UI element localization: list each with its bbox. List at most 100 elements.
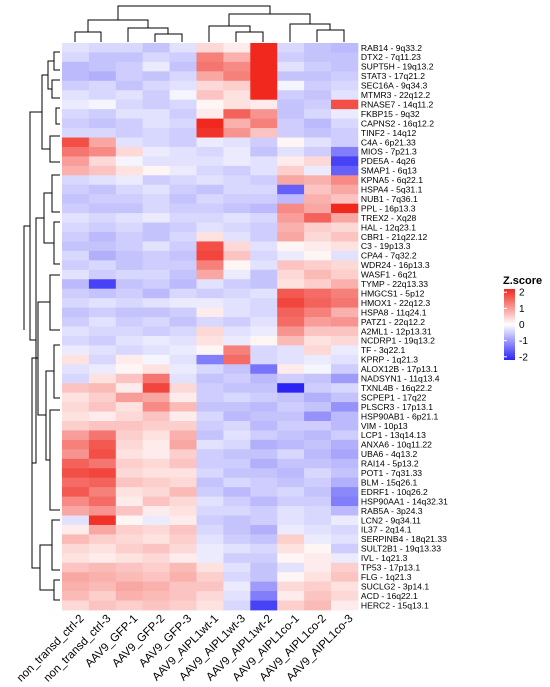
heatmap-cell — [196, 241, 224, 252]
heatmap-cell — [304, 175, 332, 186]
heatmap-cell — [223, 449, 251, 460]
heatmap-cell — [331, 543, 359, 554]
heatmap-cell — [250, 572, 278, 583]
heatmap-cell — [277, 439, 305, 450]
row-label: CBR1 - 21q22.12 — [361, 232, 428, 242]
heatmap-cell — [277, 222, 305, 233]
heatmap-cell — [250, 156, 278, 167]
heatmap-cell — [223, 572, 251, 583]
heatmap-cell — [142, 288, 170, 299]
heatmap-cell — [88, 534, 117, 545]
legend-tick-label: 2 — [519, 288, 525, 299]
row-label: HSP90AB1 - 6p21.1 — [361, 411, 439, 421]
heatmap-cell — [88, 553, 117, 564]
heatmap-cell — [196, 118, 224, 129]
heatmap-cell — [142, 364, 170, 375]
heatmap-cell — [250, 373, 278, 384]
heatmap-cell — [62, 496, 90, 507]
heatmap-cell — [331, 52, 359, 63]
row-label: HMGCS1 - 5p12 — [361, 288, 425, 298]
heatmap-cell — [196, 553, 224, 564]
heatmap-cell — [88, 345, 117, 356]
heatmap-cell — [169, 128, 197, 138]
heatmap-cell — [196, 43, 224, 53]
heatmap-cell — [250, 90, 278, 101]
heatmap-cell — [304, 307, 332, 318]
row-label: MTMR3 - 22q12.2 — [361, 90, 430, 100]
heatmap-cell — [88, 392, 117, 403]
heatmap-cell — [115, 175, 144, 186]
heatmap-cell — [250, 487, 278, 497]
heatmap-cell — [196, 345, 224, 356]
heatmap-cell — [169, 335, 197, 346]
heatmap-cell — [250, 335, 278, 346]
heatmap-cell — [250, 581, 278, 592]
heatmap-cell — [142, 572, 170, 583]
heatmap-cell — [277, 43, 305, 53]
row-label: TREX2 - Xq28 — [361, 213, 417, 223]
heatmap-cell — [62, 146, 90, 157]
heatmap-cell — [223, 496, 251, 507]
heatmap-cell — [88, 269, 117, 280]
heatmap-cell — [115, 71, 144, 82]
heatmap-cell — [169, 184, 197, 195]
heatmap-cell — [223, 487, 251, 497]
heatmap-cell — [304, 71, 332, 82]
heatmap-cell — [169, 562, 197, 573]
row-label: LCP1 - 13q14.13 — [361, 430, 426, 440]
heatmap-cell — [142, 487, 170, 497]
heatmap-cell — [142, 562, 170, 573]
heatmap-cell — [88, 203, 117, 214]
heatmap-cell — [304, 184, 332, 195]
heatmap-cell — [304, 439, 332, 450]
heatmap-cell — [169, 600, 197, 611]
row-label: IVL - 1q21.3 — [361, 553, 408, 563]
heatmap-cell — [115, 515, 144, 526]
heatmap-cell — [250, 477, 278, 488]
heatmap-cell — [250, 232, 278, 242]
heatmap-cell — [62, 383, 90, 394]
heatmap-cell — [250, 175, 278, 186]
heatmap-cell — [223, 61, 251, 72]
heatmap-cell — [115, 335, 144, 346]
heatmap-cell — [88, 232, 117, 242]
heatmap-cell — [250, 600, 278, 611]
heatmap-cell — [196, 61, 224, 72]
heatmap-cell — [142, 260, 170, 271]
heatmap-cell — [223, 411, 251, 422]
heatmap-cell — [223, 241, 251, 252]
heatmap-cell — [331, 90, 359, 101]
heatmap-cell — [331, 581, 359, 592]
row-label: HERC2 - 15q13.1 — [361, 600, 429, 610]
heatmap-cell — [304, 90, 332, 101]
heatmap-cell — [223, 335, 251, 346]
heatmap-cell — [62, 222, 90, 233]
row-label: CPA4 - 7q32.2 — [361, 251, 417, 261]
row-label: HMOX1 - 22q12.3 — [361, 298, 430, 308]
heatmap-cell — [277, 506, 305, 516]
heatmap-cell — [62, 326, 90, 337]
heatmap-cell — [196, 317, 224, 327]
heatmap-cell — [223, 345, 251, 356]
heatmap-cell — [331, 354, 359, 365]
heatmap-cell — [169, 156, 197, 167]
heatmap-cell — [169, 109, 197, 119]
heatmap-cell — [196, 203, 224, 214]
heatmap-cell — [88, 146, 117, 157]
heatmap-cell — [115, 487, 144, 497]
heatmap-cell — [223, 288, 251, 299]
heatmap-cell — [196, 175, 224, 186]
heatmap-cell — [304, 137, 332, 148]
heatmap-cell — [196, 458, 224, 469]
heatmap-cell — [169, 317, 197, 327]
heatmap-cell — [277, 175, 305, 186]
heatmap-cell — [196, 184, 224, 195]
heatmap-cell — [62, 213, 90, 223]
heatmap-cell — [62, 156, 90, 167]
heatmap-cell — [196, 468, 224, 479]
heatmap-cell — [169, 146, 197, 157]
heatmap-cell — [88, 80, 117, 91]
heatmap-cell — [223, 430, 251, 441]
heatmap-cell — [250, 222, 278, 233]
heatmap-cell — [115, 118, 144, 129]
